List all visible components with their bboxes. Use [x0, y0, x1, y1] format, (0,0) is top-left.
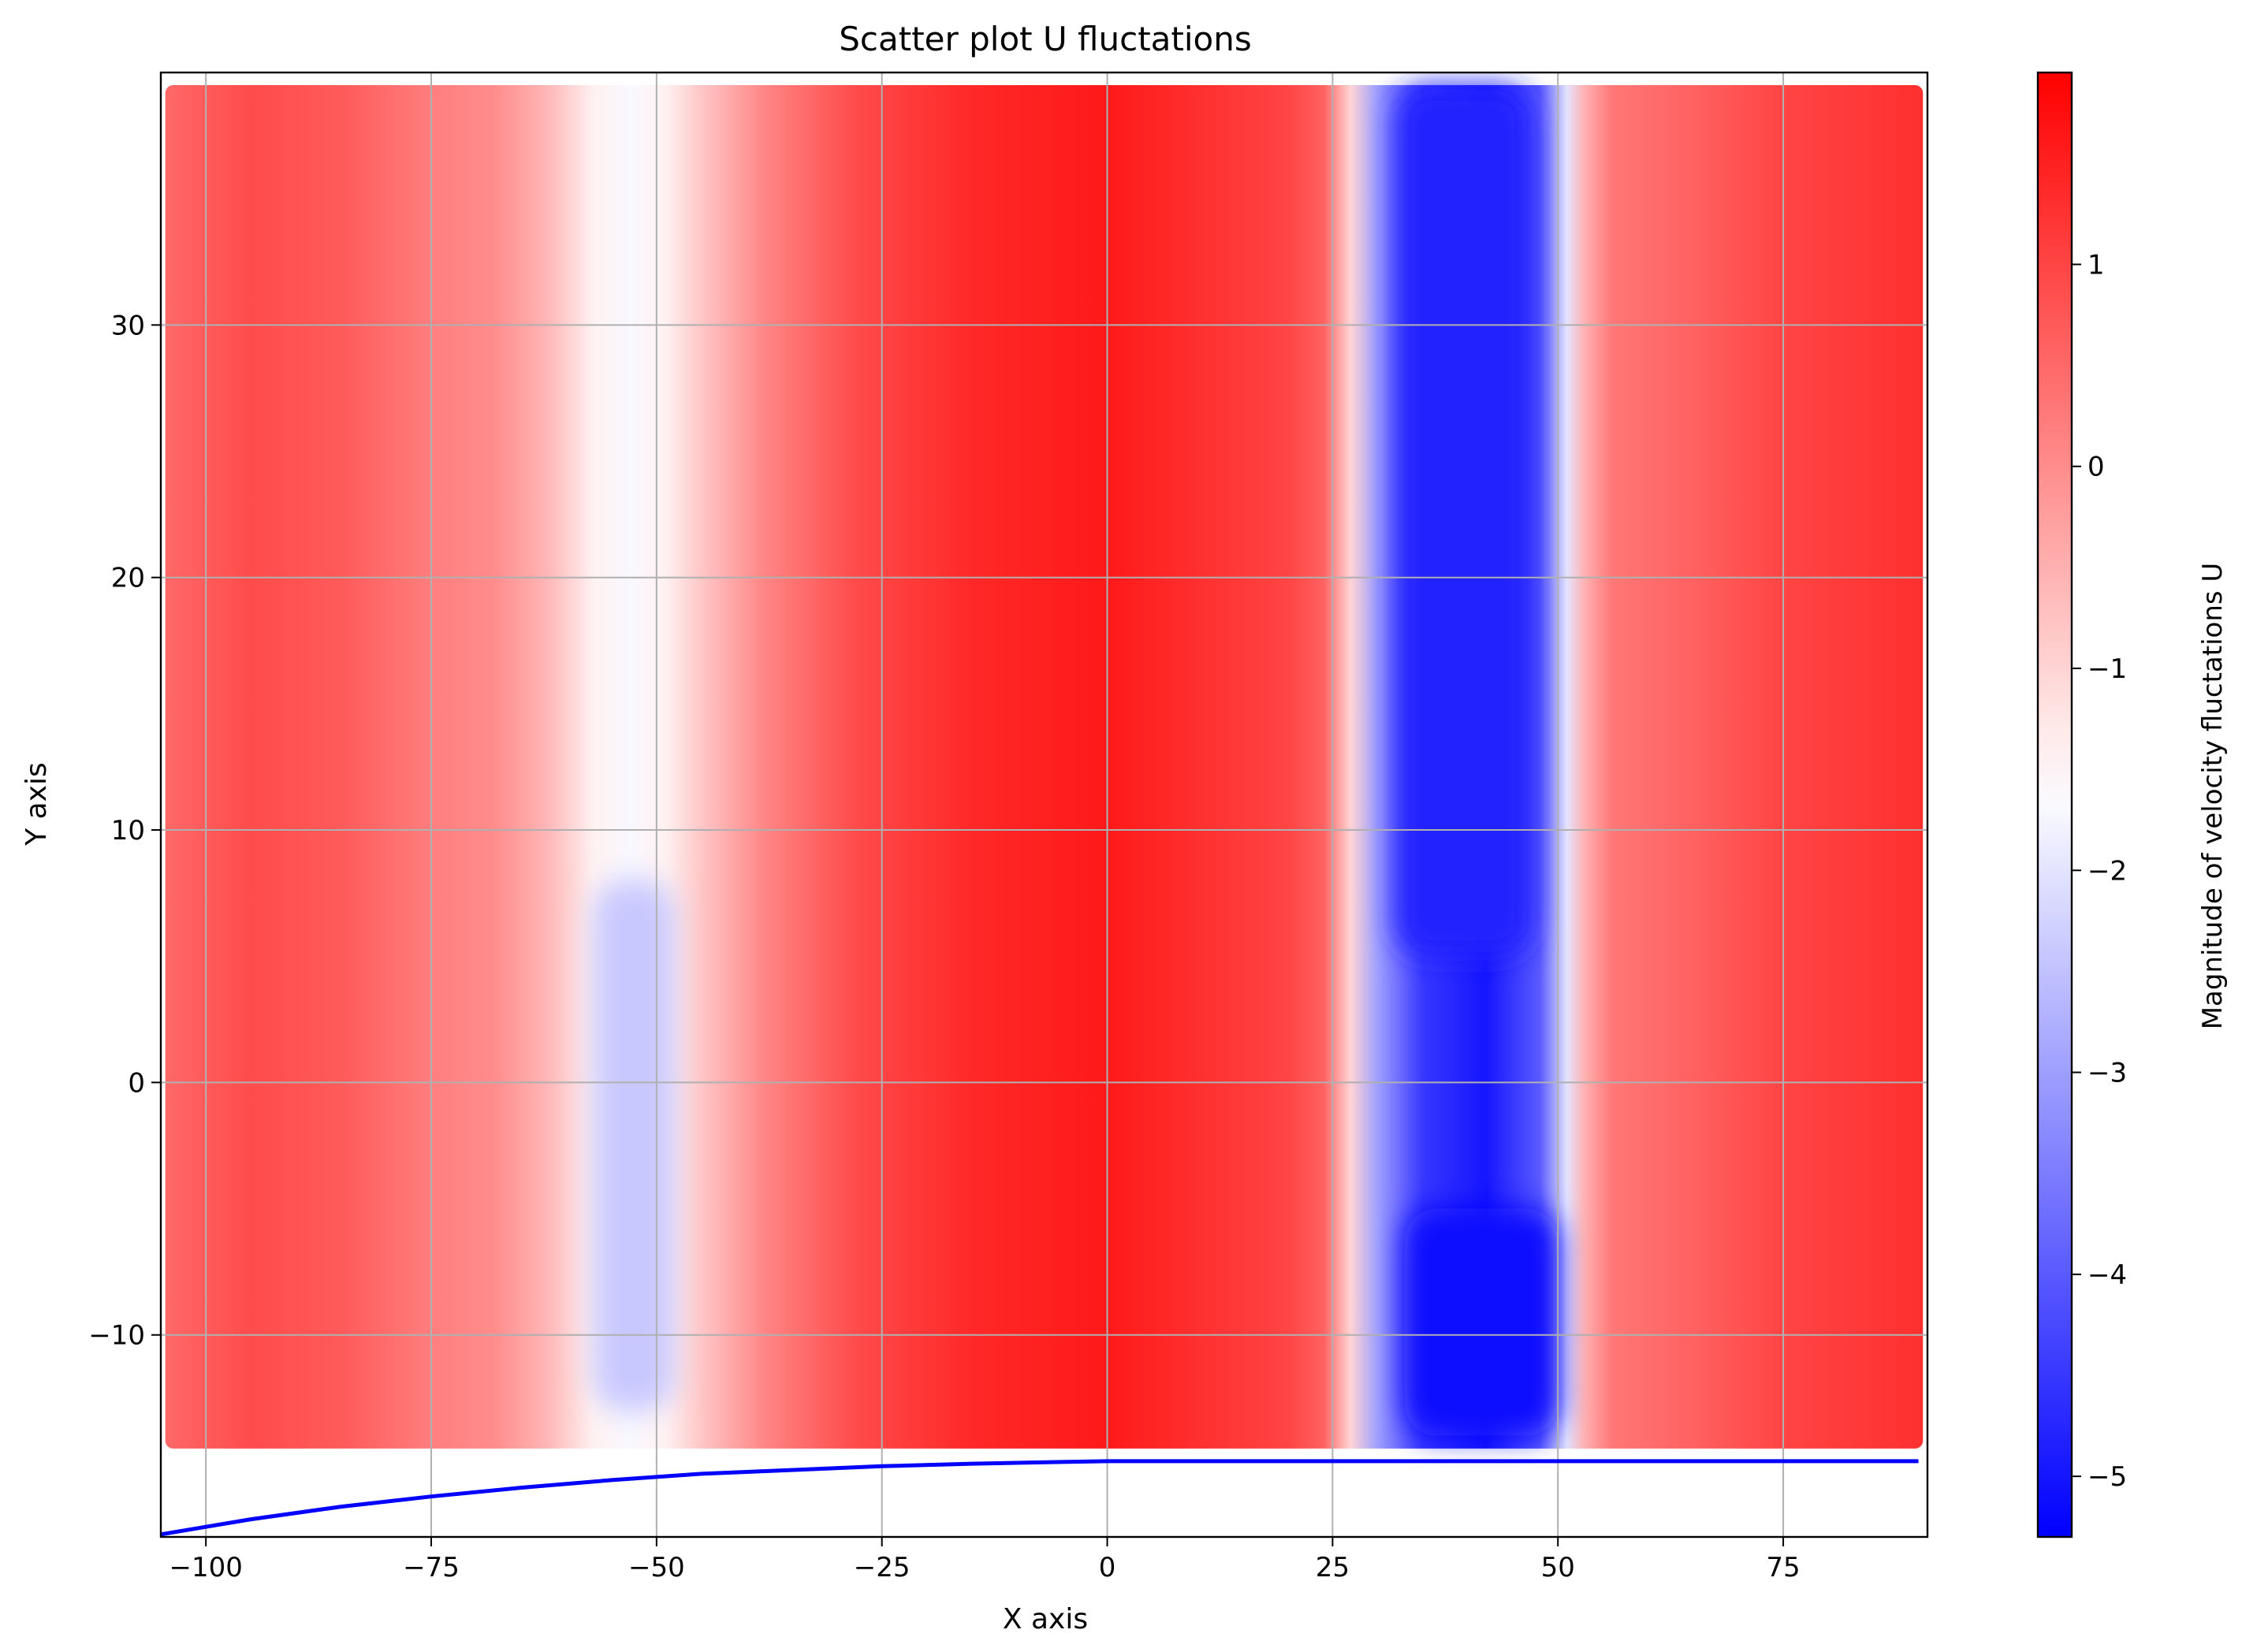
colorbar-tick-label: −4: [2087, 1259, 2127, 1291]
x-tick-label: −50: [628, 1552, 685, 1583]
x-tick-label: 50: [1541, 1552, 1575, 1583]
blue-regions: [593, 85, 1559, 1436]
y-tick-label: 10: [111, 815, 145, 846]
x-tick-label: −100: [169, 1552, 242, 1583]
plot-frame: [159, 71, 1929, 1539]
blue-region-1: [1404, 1208, 1559, 1436]
colorbar-tick-label: −3: [2087, 1058, 2127, 1089]
y-tick-label: 30: [111, 310, 145, 341]
y-axis-ticks: −10 0 10 20 30: [88, 310, 161, 1352]
x-tick-label: −75: [403, 1552, 460, 1583]
blue-region-2: [593, 880, 675, 1411]
colorbar-tick-label: −2: [2087, 855, 2127, 887]
x-axis-ticks: −100 −75 −50 −25 0 25 50 75: [169, 1537, 1801, 1583]
colorbar-gradient-bar: [2038, 73, 2072, 1537]
blue-region-0: [1395, 85, 1531, 957]
grid: [161, 73, 1927, 1537]
y-axis-label: Y axis: [20, 762, 53, 846]
colorbar-label: Magnitude of velocity fluctations U: [2197, 563, 2229, 1030]
series-line-wall-curve: [161, 1459, 1919, 1537]
chart-title: Scatter plot U fluctations: [839, 20, 1252, 58]
x-tick-label: 25: [1316, 1552, 1350, 1583]
colorbar-tick-label: −5: [2087, 1461, 2127, 1493]
y-tick-label: 20: [111, 563, 145, 594]
x-tick-label: −25: [854, 1552, 911, 1583]
colorbar-frame: [2036, 71, 2073, 1539]
colorbar-tick-label: 1: [2087, 249, 2105, 281]
colorbar-tick-label: −1: [2087, 653, 2127, 685]
colorbar: 1 0 −1 −2 −3 −4 −5 Magnitude of velocity fluct…: [2036, 71, 2229, 1539]
y-tick-label: −10: [88, 1320, 145, 1352]
x-tick-label: 0: [1099, 1552, 1116, 1583]
x-axis-label: X axis: [1003, 1603, 1088, 1635]
y-tick-label: 0: [128, 1067, 145, 1099]
colorbar-tick-label: 0: [2087, 452, 2105, 483]
scatter-points-field: [165, 85, 1924, 1449]
colorbar-ticks: 1 0 −1 −2 −3 −4 −5: [2072, 249, 2127, 1493]
x-tick-label: 75: [1766, 1552, 1800, 1583]
